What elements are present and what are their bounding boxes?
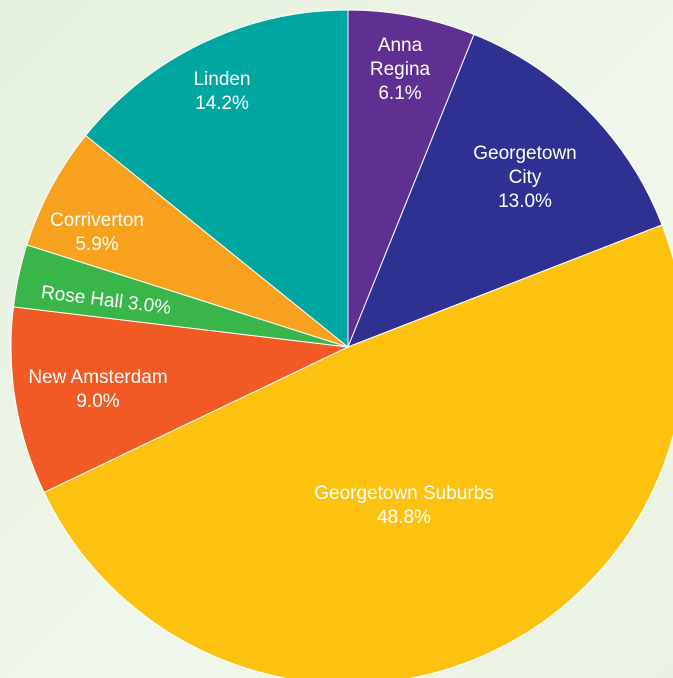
slice-label: New Amsterdam 9.0% [0, 366, 198, 414]
slice-name: Anna Regina [369, 35, 431, 80]
slice-label: Corriverton 5.9% [22, 209, 172, 257]
pie-slice [347, 9, 475, 348]
slice-value: 3.0% [126, 292, 173, 319]
slice-value: 48.8% [377, 507, 431, 528]
slice-name: Corriverton [50, 210, 144, 231]
slice-value: 6.1% [378, 83, 422, 104]
pie-slice [347, 33, 663, 348]
slice-label: Linden 14.2% [162, 68, 282, 116]
pie-slice [26, 134, 349, 348]
pie-slice [10, 306, 350, 494]
slice-label: Anna Regina 6.1% [365, 34, 435, 106]
slice-name: Linden [193, 69, 251, 90]
slice-value: 13.0% [498, 191, 552, 212]
slice-label: Georgetown Suburbs 48.8% [254, 482, 554, 530]
slice-name: Georgetown Suburbs [314, 483, 494, 504]
slice-value: 5.9% [75, 234, 119, 255]
pie-slice [43, 224, 673, 678]
slice-name: New Amsterdam [28, 367, 168, 388]
slice-label: Georgetown City 13.0% [465, 142, 585, 214]
pie-slice [84, 9, 349, 349]
slice-value: 14.2% [195, 93, 249, 114]
slice-name: Georgetown City [473, 143, 577, 188]
slice-value: 9.0% [76, 391, 120, 412]
